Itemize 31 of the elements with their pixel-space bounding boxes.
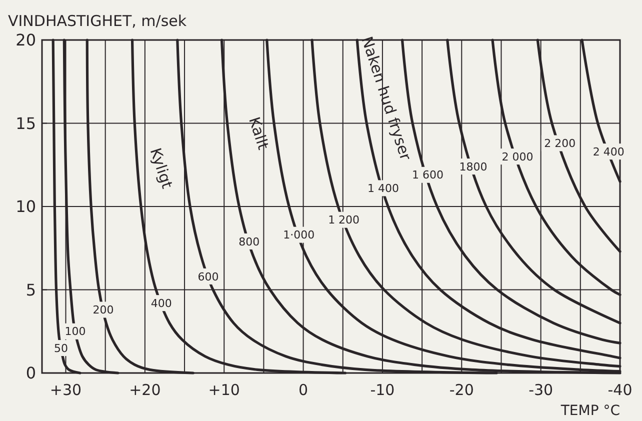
series-label: 200	[92, 304, 114, 317]
x-tick-label: 0	[298, 381, 308, 399]
x-tick-label: +30	[50, 381, 82, 399]
series-label: 2 000	[502, 150, 534, 164]
y-tick-label: 0	[26, 364, 36, 383]
series-label: 1 400	[368, 182, 400, 196]
x-tick-label: +10	[208, 381, 240, 399]
series-label: 50	[54, 342, 68, 355]
series-label: 400	[150, 296, 172, 310]
series-label: 800	[238, 235, 260, 248]
x-tick-label: -30	[528, 381, 554, 399]
series-label: 2 400	[592, 145, 624, 158]
annotation: Kallt	[245, 114, 272, 152]
series-label: 2 200	[544, 137, 576, 150]
x-tick-label: +20	[129, 381, 161, 399]
y-tick-label: 15	[16, 114, 36, 133]
y-tick-label: 5	[26, 280, 36, 300]
y-tick-label: 20	[16, 30, 36, 50]
x-tick-label: -40	[608, 381, 632, 399]
series-label: 1800	[459, 160, 488, 174]
x-tick-label: -20	[449, 381, 474, 399]
series-label: 1·000	[283, 228, 315, 242]
series-label: 1 600	[412, 168, 444, 182]
series-label: 1 200	[328, 214, 360, 227]
x-tick-label: -10	[370, 381, 395, 399]
y-tick-label: 10	[16, 197, 36, 216]
series-label: 100	[64, 325, 86, 338]
annotation: Kyligt	[146, 146, 176, 191]
x-axis-title: TEMP °C	[560, 403, 620, 419]
y-axis-title: VINDHASTIGHET, m/sek	[8, 12, 187, 30]
series-label: 600	[198, 270, 219, 284]
